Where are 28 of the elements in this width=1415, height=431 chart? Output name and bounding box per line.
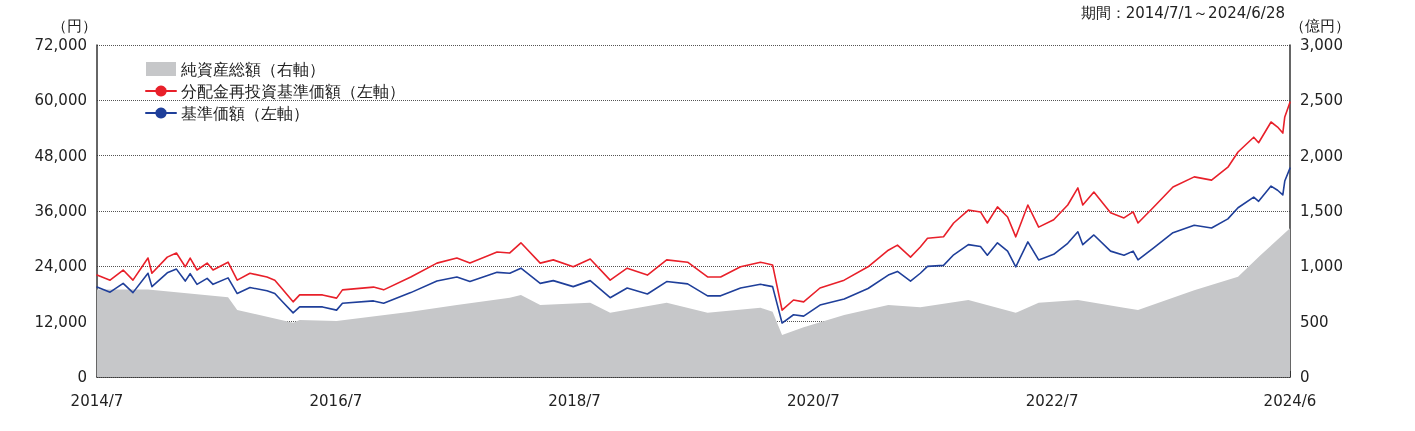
legend-label: 基準価額（左軸） <box>181 103 309 123</box>
y2-tick-label: 500 <box>1300 312 1329 331</box>
y2-tick-label: 2,000 <box>1300 146 1343 165</box>
y2-tick-label: 0 <box>1300 368 1310 386</box>
x-tick-label: 2020/7 <box>787 391 840 410</box>
y-tick-label: 36,000 <box>34 202 87 220</box>
y-tick-label: 24,000 <box>34 257 87 276</box>
y-tick-label: 0 <box>77 368 87 386</box>
chart-subtitle: 期間：2014/7/1～2024/6/28 <box>1080 3 1285 22</box>
y-tick-label: 48,000 <box>34 146 87 165</box>
y-axis-title: （円） <box>52 16 97 35</box>
x-tick-label: 2022/7 <box>1025 391 1079 410</box>
legend-label: 分配金再投資基準価額（左軸） <box>181 81 405 101</box>
y2-tick-label: 1,500 <box>1300 202 1343 220</box>
y2-tick-label: 1,000 <box>1300 257 1343 276</box>
x-tick-label: 2014/7 <box>70 391 124 410</box>
line-series <box>96 101 1291 311</box>
x-tick-label: 2016/7 <box>309 391 363 410</box>
y2-tick-label: 3,000 <box>1300 36 1343 54</box>
y-tick-label: 60,000 <box>34 91 87 110</box>
y-tick-label: 12,000 <box>34 312 87 331</box>
line-series <box>96 167 1291 324</box>
y2-axis-title: （億円） <box>1290 16 1350 35</box>
x-tick-label: 2024/6 <box>1263 391 1317 410</box>
y2-tick-label: 2,500 <box>1300 91 1343 110</box>
y-tick-label: 72,000 <box>34 36 87 54</box>
x-tick-label: 2018/7 <box>548 391 601 410</box>
legend-label: 純資産総額（右軸） <box>181 59 325 79</box>
